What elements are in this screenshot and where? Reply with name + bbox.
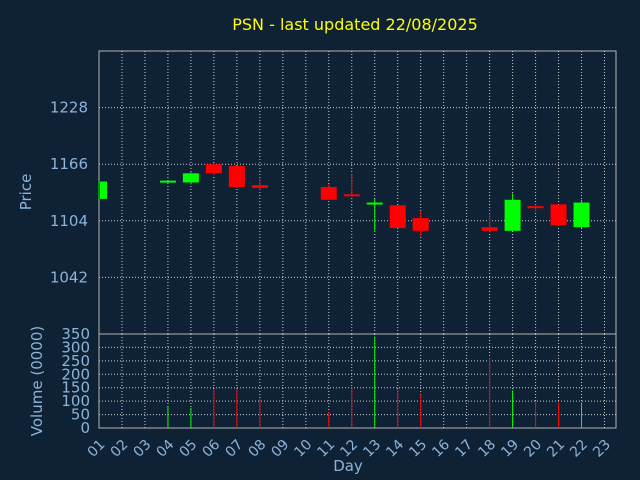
x-tick-label: 16 (429, 437, 453, 461)
x-tick-label: 10 (291, 437, 315, 461)
price-tick-label: 1166 (50, 155, 88, 173)
candle-body (320, 187, 337, 200)
candle-body (228, 166, 245, 188)
volume-tick-label: 250 (61, 352, 90, 370)
volume-tick-label: 300 (61, 338, 90, 356)
candle-body (366, 202, 383, 205)
x-tick-label: 15 (406, 437, 430, 461)
candle-body (251, 185, 268, 188)
x-tick-label: 20 (521, 437, 545, 461)
chart-title: PSN - last updated 22/08/2025 (232, 15, 478, 34)
price-axis-label: Price (17, 174, 35, 211)
candle-body (550, 204, 567, 226)
volume-tick-label: 0 (80, 419, 90, 437)
volume-tick-label: 350 (61, 325, 90, 343)
candle-body (412, 218, 429, 231)
volume-bars (167, 336, 583, 428)
x-tick-label: 17 (452, 437, 476, 461)
volume-tick-label: 150 (61, 379, 90, 397)
x-tick-label: 09 (268, 437, 292, 461)
price-tick-label: 1104 (50, 212, 88, 230)
x-tick-label: 06 (200, 437, 224, 461)
x-tick-label: 05 (177, 437, 201, 461)
candle-body (573, 202, 590, 228)
candle-body (182, 173, 199, 183)
price-grid (99, 51, 616, 334)
price-tick-labels: 1042 1104 1166 1228 (50, 99, 88, 287)
candle-body (343, 194, 360, 197)
x-tick-label: 23 (590, 437, 614, 461)
volume-axis-label: Volume (0000) (28, 326, 46, 436)
volume-tick-label: 200 (61, 365, 90, 383)
x-tick-label: 13 (360, 437, 384, 461)
x-axis-label: Day (333, 457, 363, 475)
candle-body (100, 181, 107, 199)
volume-tick-label: 50 (71, 406, 90, 424)
x-tick-label: 18 (475, 437, 499, 461)
candles (98, 164, 590, 237)
x-tick-label: 04 (154, 437, 178, 461)
x-tick-label: 14 (383, 437, 407, 461)
x-tick-label: 19 (498, 437, 522, 461)
x-tick-label: 21 (544, 437, 568, 461)
x-tick-label: 03 (131, 437, 155, 461)
candle-body (205, 164, 222, 174)
price-tick-label: 1042 (50, 268, 88, 286)
volume-plot-frame (98, 333, 617, 429)
price-plot-frame (98, 50, 617, 335)
price-panel: 1042 1104 1166 1228 Price (17, 50, 617, 335)
candle-body (389, 205, 406, 229)
volume-grid (99, 334, 616, 428)
x-tick-label: 08 (245, 437, 269, 461)
x-tick-label: 01 (85, 437, 109, 461)
x-tick-label: 07 (222, 437, 246, 461)
candle-body (159, 180, 176, 183)
volume-tick-label: 100 (61, 392, 90, 410)
candle-body (504, 199, 521, 231)
x-tick-label: 02 (108, 437, 132, 461)
x-tick-label: 22 (567, 437, 591, 461)
candle-body (527, 206, 544, 209)
price-tick-label: 1228 (50, 99, 88, 117)
candle-body (481, 227, 498, 231)
